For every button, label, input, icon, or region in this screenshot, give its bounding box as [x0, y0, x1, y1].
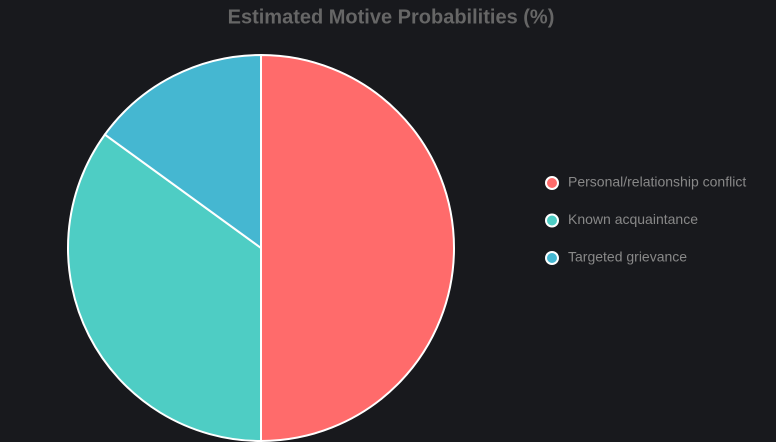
- legend-label: Known acquaintance: [568, 211, 698, 227]
- legend-label: Personal/relationship conflict: [568, 174, 746, 190]
- chart-title: Estimated Motive Probabilities (%): [228, 6, 555, 28]
- legend: Personal/relationship conflict Known acqu…: [545, 174, 746, 265]
- pie: [67, 53, 455, 442]
- pie-slice: [260, 53, 455, 442]
- legend-swatch: [545, 251, 559, 265]
- legend-swatch: [545, 213, 559, 228]
- legend-swatch: [545, 176, 559, 190]
- pie-slice: [67, 133, 262, 442]
- pie-slice: [103, 53, 262, 250]
- legend-label: Targeted grievance: [568, 249, 687, 265]
